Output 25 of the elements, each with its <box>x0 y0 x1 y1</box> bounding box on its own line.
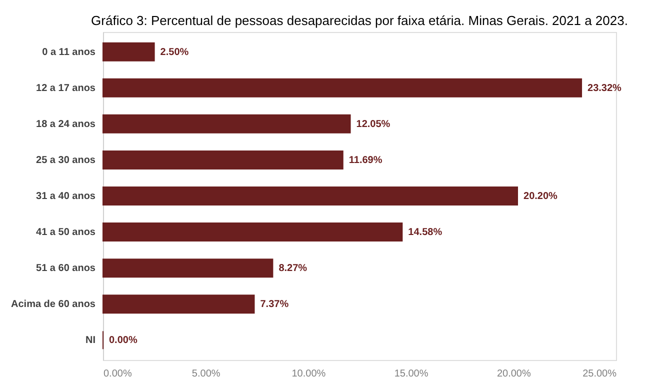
x-tick-label: 25.00% <box>582 368 617 380</box>
y-tick-label: 12 a 17 anos <box>36 82 96 94</box>
data-label: 7.37% <box>260 299 289 310</box>
data-label: 12.05% <box>356 118 390 130</box>
y-tick-label: NI <box>86 335 96 346</box>
x-tick-label: 20.00% <box>496 368 531 380</box>
x-tick-label: 5.00% <box>192 368 220 380</box>
x-tick-label: 15.00% <box>394 368 428 380</box>
x-tick-label: 0.00% <box>104 368 132 380</box>
y-tick-label: 41 a 50 anos <box>36 227 96 238</box>
y-tick-label: 0 a 11 anos <box>42 46 96 58</box>
y-tick-label: 18 a 24 anos <box>36 118 96 130</box>
y-tick-label: 25 a 30 anos <box>36 154 96 166</box>
data-label: 14.58% <box>408 227 442 238</box>
data-label: 23.32% <box>588 82 622 94</box>
data-label: 0.00% <box>109 335 138 346</box>
data-label: 2.50% <box>160 46 189 58</box>
x-tick-label: 10.00% <box>292 368 326 380</box>
y-tick-label: 31 a 40 anos <box>36 191 96 202</box>
y-tick-label: Acima de 60 anos <box>11 299 96 310</box>
y-tick-label: 51 a 60 anos <box>36 263 96 274</box>
data-label: 11.69% <box>348 154 382 166</box>
data-label: 8.27% <box>278 263 308 274</box>
chart-title: Gráfico 3: Percentual de pessoas desaparecidas por faixa etária. Minas Gerais. 2021 a 2023. <box>91 13 628 28</box>
data-label: 20.20% <box>524 191 558 202</box>
